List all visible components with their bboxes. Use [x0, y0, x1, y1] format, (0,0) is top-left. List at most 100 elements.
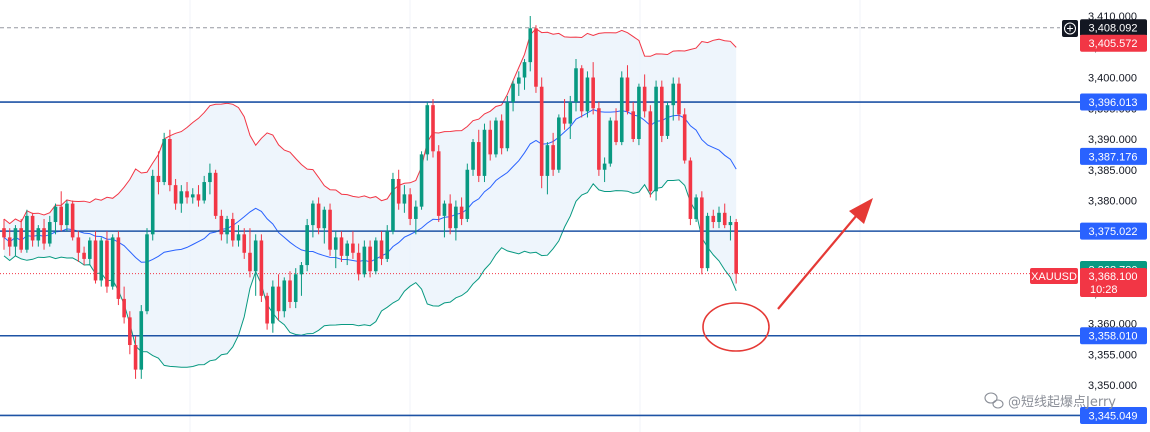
candle	[25, 209, 29, 253]
candle	[208, 163, 212, 195]
crosshair-value: 3,408.092	[1089, 23, 1138, 35]
candle	[356, 243, 361, 281]
candle	[231, 212, 235, 247]
candle	[345, 240, 349, 266]
countdown-timer: 10:28	[1090, 284, 1118, 296]
candle	[660, 80, 664, 143]
candle	[271, 280, 275, 333]
y-tick-label: 3,390.000	[1088, 134, 1137, 146]
y-tick-label: 3,380.000	[1088, 196, 1137, 208]
candle	[614, 108, 618, 146]
candle	[13, 225, 18, 256]
candle	[213, 169, 218, 219]
candle	[419, 151, 424, 210]
candle	[436, 145, 441, 223]
candle	[579, 65, 584, 118]
candle	[568, 95, 573, 139]
plus-icon[interactable]	[1064, 22, 1076, 35]
candle	[408, 188, 412, 226]
candle	[700, 191, 704, 275]
candle	[471, 139, 475, 176]
candle	[173, 178, 178, 210]
candle	[316, 197, 321, 235]
candle	[265, 292, 269, 330]
price-badges: 3,396.013 3,375.022 3,358.010 3,345.049 3,40…	[1080, 34, 1147, 424]
candle	[654, 80, 658, 201]
candle	[82, 246, 86, 266]
candle	[305, 218, 309, 272]
candle	[328, 203, 332, 256]
candle	[677, 77, 681, 121]
candle	[694, 194, 698, 223]
candle	[465, 163, 470, 223]
candle	[179, 185, 184, 213]
candle	[608, 117, 613, 167]
last-price-value: 3,368.100	[1089, 271, 1138, 283]
candle	[139, 305, 144, 379]
level-badge-bg	[1080, 93, 1147, 111]
candle	[591, 62, 595, 115]
candle	[385, 225, 390, 262]
symbol-price-badge: XAUUSD 3,368.100 10:28	[1030, 268, 1147, 297]
y-tick-label: 3,350.000	[1088, 380, 1137, 392]
candle	[494, 117, 498, 158]
candle	[128, 311, 132, 355]
candle	[242, 228, 247, 259]
candle	[476, 129, 481, 183]
red-circle[interactable]	[702, 302, 770, 352]
candle	[682, 108, 687, 164]
candle	[47, 215, 52, 247]
candle	[276, 274, 281, 321]
level-badge: 3,375.022	[1089, 226, 1138, 238]
candle	[110, 234, 115, 290]
candle	[539, 77, 544, 189]
candle	[236, 225, 241, 247]
watermark-text: @短线起爆点Jerry	[1008, 395, 1116, 410]
candle	[454, 200, 458, 241]
candle	[333, 231, 338, 269]
candle	[625, 65, 630, 115]
candle	[642, 74, 647, 118]
red-arrow-shaft[interactable]	[777, 208, 863, 310]
symbol-label: XAUUSD	[1031, 271, 1077, 283]
candle	[442, 200, 447, 238]
level-badge: 3,358.010	[1089, 331, 1138, 343]
candle	[374, 237, 378, 275]
level-badge-bg	[1080, 327, 1147, 345]
candle	[648, 105, 653, 198]
candle	[368, 240, 372, 278]
candle	[248, 228, 252, 278]
candle	[185, 182, 189, 204]
candle	[734, 218, 738, 284]
watermark: @短线起爆点Jerry	[984, 392, 1116, 410]
candle	[339, 231, 344, 262]
candle	[288, 271, 292, 309]
y-tick-label: 3,385.000	[1088, 165, 1137, 177]
candle	[122, 286, 126, 324]
price-badge: 3,405.572	[1089, 38, 1138, 50]
candle	[36, 225, 41, 247]
candle	[528, 16, 533, 72]
candle	[602, 157, 607, 183]
candle	[402, 185, 407, 213]
y-tick-label: 3,355.000	[1088, 349, 1137, 361]
candle	[311, 200, 315, 238]
candle	[202, 175, 206, 204]
candle	[2, 218, 6, 250]
crosshair-price-label: 3,408.092	[1062, 19, 1147, 37]
candle	[396, 169, 401, 210]
bollinger-upper-band	[3, 28, 737, 225]
candle	[53, 203, 58, 235]
candle	[70, 200, 75, 241]
candle	[65, 200, 69, 232]
candle	[728, 215, 733, 241]
candle	[145, 228, 149, 315]
candle	[511, 80, 515, 112]
candle	[597, 102, 601, 176]
candle	[637, 83, 641, 146]
candle	[499, 114, 504, 155]
candle	[133, 335, 138, 379]
candle	[299, 262, 304, 296]
candle	[545, 142, 550, 195]
